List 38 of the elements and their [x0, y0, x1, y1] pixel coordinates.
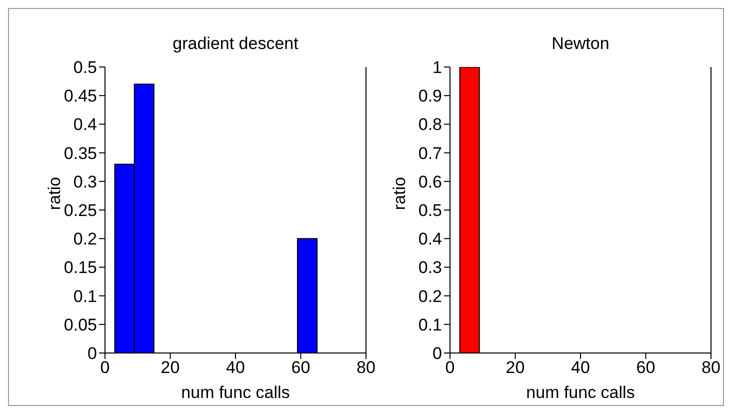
- x-tick-label: 0: [445, 358, 455, 378]
- x-tick-label: 40: [571, 358, 590, 378]
- y-tick-label: 0.2: [418, 286, 442, 306]
- y-tick-label: 0.6: [418, 172, 442, 192]
- x-axis-title: num func calls: [526, 383, 635, 402]
- y-tick-label: 0.05: [64, 315, 97, 334]
- y-tick-label: 0.7: [418, 144, 442, 163]
- x-tick-label: 60: [636, 358, 656, 378]
- y-tick-label: 0.35: [64, 144, 97, 163]
- y-tick-label: 0.25: [64, 201, 97, 220]
- y-tick-label: 0: [88, 344, 97, 364]
- chart-title: gradient descent: [172, 33, 300, 55]
- x-tick-label: 20: [160, 358, 180, 378]
- y-tick-label: 0.3: [73, 172, 97, 192]
- x-tick-label: 0: [100, 358, 110, 378]
- y-tick-label: 0.3: [418, 258, 442, 278]
- x-tick-label: 60: [291, 358, 310, 378]
- y-tick-label: 0.4: [418, 230, 442, 249]
- y-tick-label: 0.2: [73, 230, 97, 249]
- x-tick-label: 80: [702, 358, 720, 378]
- y-tick-label: 0.15: [64, 258, 97, 278]
- y-tick-label: 0.4: [73, 115, 97, 134]
- y-tick-label: 1: [432, 58, 442, 78]
- y-tick-label: 0.1: [73, 286, 97, 306]
- y-tick-label: 0.8: [418, 115, 442, 134]
- x-tick-label: 20: [506, 358, 525, 378]
- y-axis-title: ratio: [45, 176, 64, 210]
- x-axis-title: num func calls: [181, 383, 290, 402]
- y-tick-label: 0.45: [64, 86, 97, 106]
- x-tick-label: 80: [356, 358, 376, 378]
- x-tick-label: 40: [226, 358, 245, 378]
- y-axis-title: ratio: [390, 176, 410, 210]
- y-tick-label: 0.1: [418, 315, 442, 334]
- y-tick-label: 0.5: [73, 58, 97, 78]
- y-tick-label: 0: [432, 344, 442, 364]
- y-tick-label: 0.9: [418, 86, 442, 106]
- chart-title: Newton: [550, 33, 610, 55]
- y-tick-label: 0.5: [418, 201, 442, 220]
